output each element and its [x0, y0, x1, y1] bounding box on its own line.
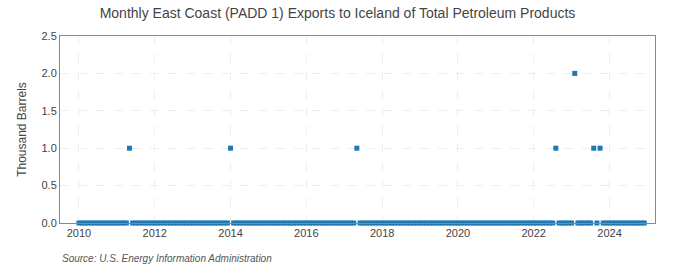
svg-text:1.5: 1.5 — [42, 105, 57, 117]
svg-text:Thousand Barrels: Thousand Barrels — [15, 82, 29, 177]
svg-text:Source: U.S. Energy Informatio: Source: U.S. Energy Information Administ… — [62, 253, 272, 264]
svg-text:2024: 2024 — [597, 227, 621, 239]
svg-text:2.5: 2.5 — [42, 30, 57, 42]
svg-text:2016: 2016 — [294, 227, 318, 239]
svg-text:2.0: 2.0 — [42, 67, 57, 79]
svg-text:2010: 2010 — [67, 227, 91, 239]
svg-text:2020: 2020 — [446, 227, 470, 239]
svg-text:2018: 2018 — [370, 227, 394, 239]
svg-text:1.0: 1.0 — [42, 142, 57, 154]
svg-text:2022: 2022 — [521, 227, 545, 239]
svg-text:Monthly East Coast (PADD 1) Ex: Monthly East Coast (PADD 1) Exports to I… — [100, 5, 576, 21]
svg-text:2014: 2014 — [218, 227, 242, 239]
svg-text:2012: 2012 — [143, 227, 167, 239]
svg-text:0.0: 0.0 — [42, 217, 57, 229]
svg-text:0.5: 0.5 — [42, 179, 57, 191]
